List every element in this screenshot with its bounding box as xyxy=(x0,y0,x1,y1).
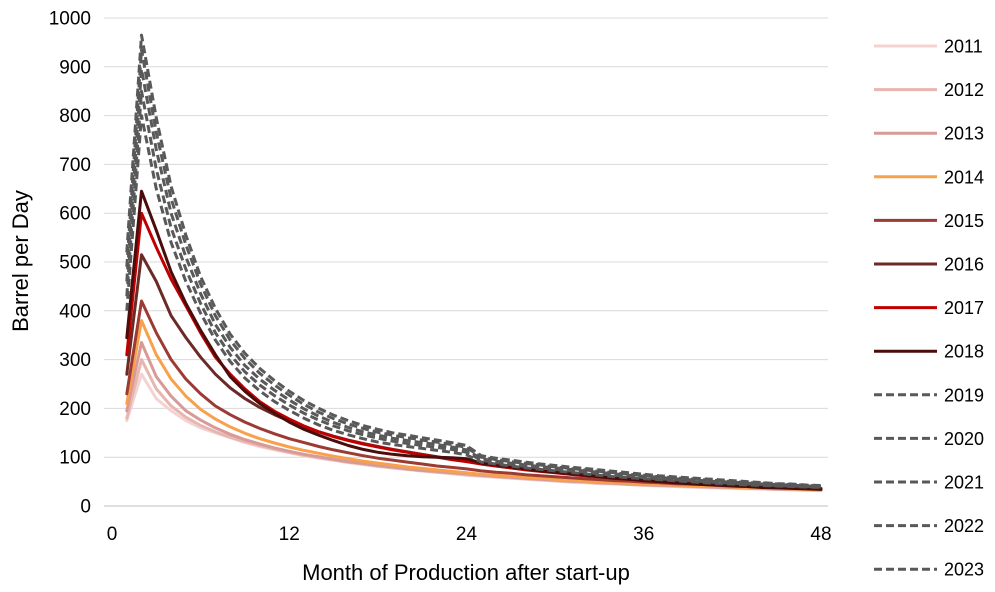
legend-label-2023: 2023 xyxy=(944,560,984,580)
x-tick-label: 24 xyxy=(456,524,478,545)
y-tick-label: 800 xyxy=(59,106,91,127)
y-tick-label: 100 xyxy=(59,448,91,469)
series-line-2021 xyxy=(125,67,822,488)
y-tick-label: 0 xyxy=(80,497,91,518)
x-axis-ticks: 0 12 24 36 48 xyxy=(107,524,832,545)
legend-label-2020: 2020 xyxy=(944,429,984,449)
x-tick-label: 12 xyxy=(279,524,300,545)
legend-label-2014: 2014 xyxy=(944,167,984,187)
y-tick-label: 1000 xyxy=(49,9,91,30)
gridlines xyxy=(104,17,828,507)
y-axis-ticks: 0 100 200 300 400 500 600 700 800 900 1000 xyxy=(49,9,91,518)
y-tick-label: 400 xyxy=(59,301,91,322)
x-tick-label: 0 xyxy=(107,524,118,545)
legend-label-2016: 2016 xyxy=(944,255,984,275)
legend-label-2011: 2011 xyxy=(944,37,983,57)
series-line-2023 xyxy=(125,33,822,487)
legend-label-2022: 2022 xyxy=(944,516,984,536)
series-line-2019 xyxy=(125,114,822,489)
x-tick-label: 36 xyxy=(633,524,654,545)
x-axis-title: Month of Production after start-up xyxy=(302,560,630,585)
series-line-2018 xyxy=(125,189,823,491)
legend-label-2018: 2018 xyxy=(944,342,984,362)
series-line-2017 xyxy=(125,211,823,491)
y-tick-label: 300 xyxy=(59,350,91,371)
legend: 2011 2012 2013 2014 2015 2016 2017 2018 2019 2020… xyxy=(874,37,984,580)
y-axis-title: Barrel per Day xyxy=(8,190,33,332)
y-tick-label: 500 xyxy=(59,253,91,274)
y-tick-label: 600 xyxy=(59,204,91,225)
y-tick-label: 900 xyxy=(59,57,91,78)
legend-label-2013: 2013 xyxy=(944,124,984,144)
y-tick-label: 200 xyxy=(59,399,91,420)
legend-label-2019: 2019 xyxy=(944,385,984,405)
legend-label-2021: 2021 xyxy=(944,473,984,493)
legend-label-2017: 2017 xyxy=(944,298,984,318)
y-tick-label: 700 xyxy=(59,155,91,176)
series-lines xyxy=(125,33,823,492)
legend-label-2012: 2012 xyxy=(944,80,984,100)
x-tick-label: 48 xyxy=(810,524,831,545)
legend-label-2015: 2015 xyxy=(944,211,984,231)
